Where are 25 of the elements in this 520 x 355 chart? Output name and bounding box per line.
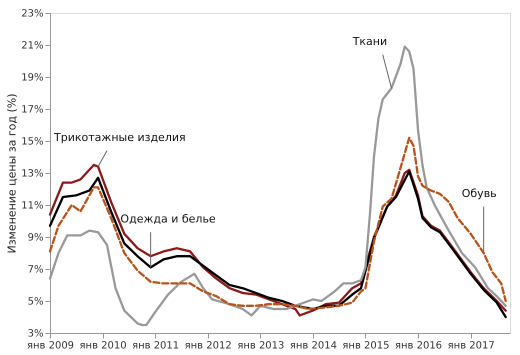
y-tick-label: 13%: [21, 168, 44, 180]
x-tick-label: янв 2011: [132, 340, 180, 352]
text: Трикотажные изделия: [53, 130, 186, 144]
x-tick-label: янв 2016: [394, 340, 442, 352]
y-tick-label: 19%: [21, 72, 44, 84]
x-tick-label: янв 2014: [290, 340, 337, 352]
series-label: Обувь: [462, 186, 497, 200]
series-label: Одежда и белье: [120, 212, 216, 226]
x-tick-label: янв 2015: [342, 340, 390, 352]
x-tick-label: янв 2013: [237, 340, 284, 352]
x-tick-label: янв 2010: [80, 340, 127, 352]
y-tick-label: 21%: [21, 40, 44, 52]
y-axis-title: Изменение цены за год (%): [5, 93, 18, 254]
x-tick-label: янв 2009: [26, 340, 74, 352]
y-tick-label: 11%: [21, 200, 44, 212]
y-tick-label: 5%: [28, 296, 44, 308]
series-label: Ткани: [352, 34, 388, 48]
x-tick-label: янв 2012: [184, 340, 232, 352]
y-tick-label: 3%: [28, 328, 44, 340]
y-tick-label: 9%: [28, 232, 44, 244]
y-tick-label: 15%: [21, 136, 44, 148]
y-tick-label: 7%: [28, 264, 44, 276]
y-tick-label: 23%: [21, 8, 44, 20]
y-tick-label: 17%: [21, 104, 44, 116]
x-tick-label: янв 2017: [448, 340, 495, 352]
